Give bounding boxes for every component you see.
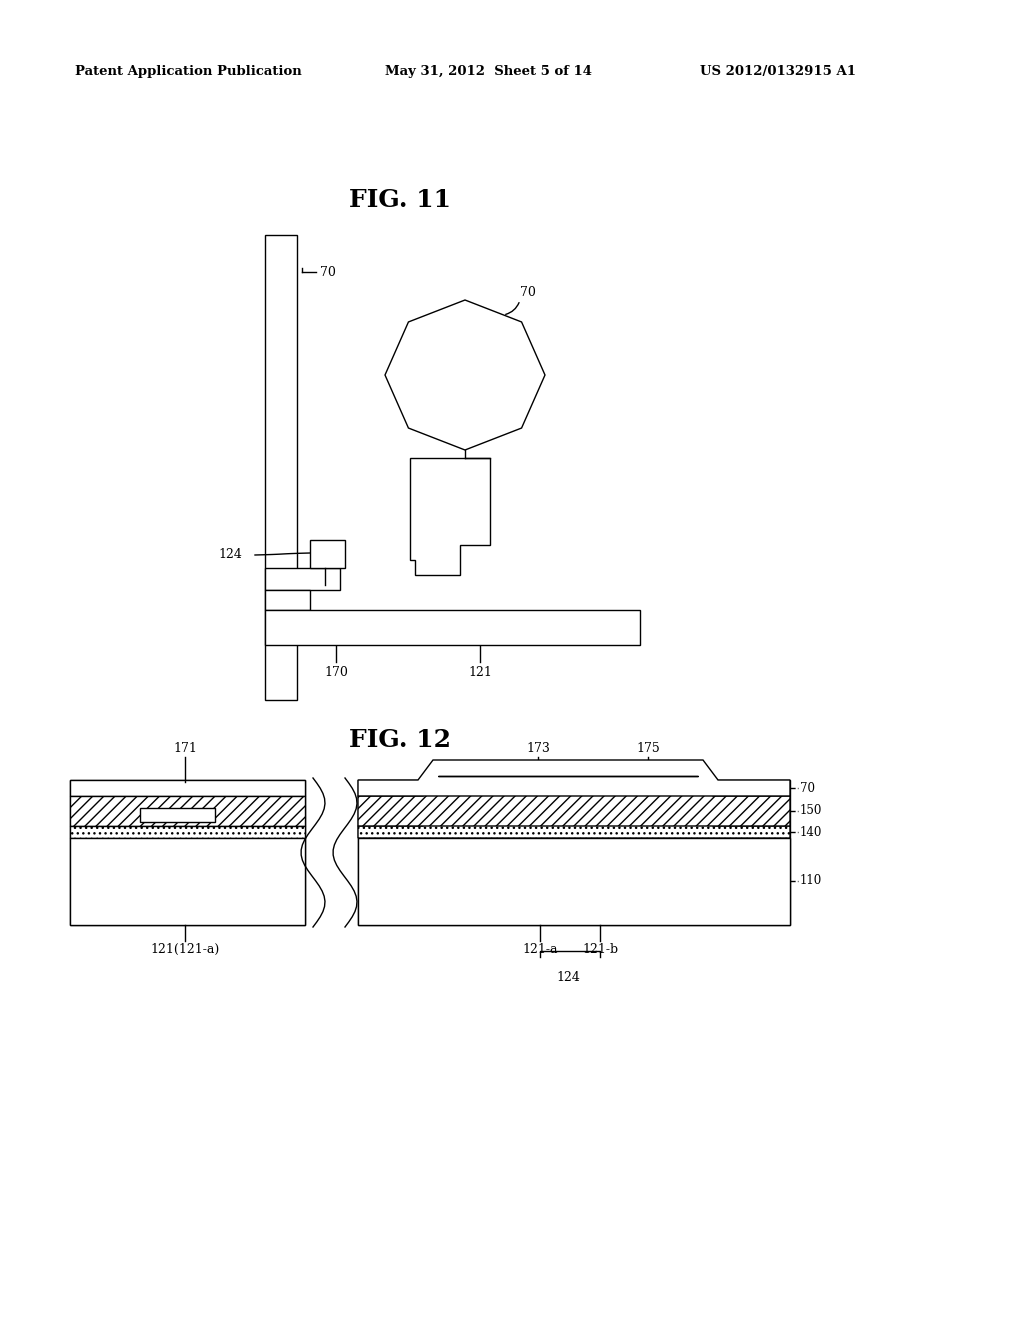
- Text: 121(121-a): 121(121-a): [151, 942, 219, 956]
- Text: 173: 173: [526, 742, 550, 755]
- Text: 140: 140: [800, 825, 822, 838]
- Bar: [358, 780, 790, 925]
- Text: 70: 70: [520, 285, 536, 298]
- Bar: [70, 826, 305, 838]
- Bar: [265, 610, 640, 645]
- Bar: [140, 808, 215, 822]
- Bar: [265, 590, 310, 610]
- Polygon shape: [385, 300, 545, 450]
- Polygon shape: [358, 760, 790, 796]
- Bar: [70, 796, 305, 826]
- Text: 70: 70: [319, 265, 336, 279]
- Text: 170: 170: [324, 667, 348, 680]
- Bar: [265, 235, 297, 700]
- Polygon shape: [358, 776, 790, 826]
- Text: FIG. 11: FIG. 11: [349, 187, 451, 213]
- Text: FIG. 12: FIG. 12: [349, 729, 451, 752]
- Text: 124: 124: [556, 972, 580, 983]
- Text: 124: 124: [218, 549, 242, 561]
- Bar: [70, 780, 305, 796]
- Bar: [358, 838, 790, 925]
- Bar: [70, 780, 305, 925]
- Text: 110: 110: [800, 874, 822, 887]
- Polygon shape: [358, 807, 790, 838]
- Text: 175: 175: [636, 742, 659, 755]
- Text: 121-b: 121-b: [582, 942, 618, 956]
- Polygon shape: [410, 458, 490, 576]
- Text: Patent Application Publication: Patent Application Publication: [75, 66, 302, 78]
- Text: 121: 121: [468, 667, 492, 680]
- Text: 171: 171: [173, 742, 197, 755]
- Bar: [70, 838, 305, 925]
- Bar: [310, 540, 345, 568]
- Bar: [265, 568, 340, 590]
- Text: 70: 70: [800, 781, 815, 795]
- Text: 150: 150: [800, 804, 822, 817]
- Text: May 31, 2012  Sheet 5 of 14: May 31, 2012 Sheet 5 of 14: [385, 66, 592, 78]
- Text: US 2012/0132915 A1: US 2012/0132915 A1: [700, 66, 856, 78]
- Text: 121-a: 121-a: [522, 942, 558, 956]
